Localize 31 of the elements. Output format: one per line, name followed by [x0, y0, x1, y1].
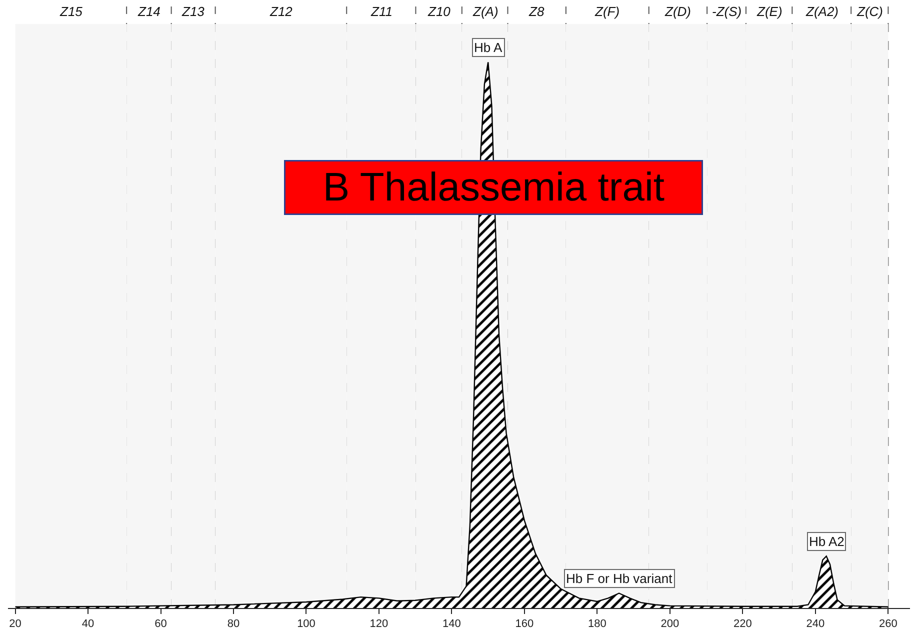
band-label: Z13 [181, 4, 206, 19]
band-label: Z(A) [472, 4, 498, 19]
band-label: Z11 [370, 4, 392, 19]
annotation: B Thalassemia trait [290, 166, 698, 210]
x-tick-label: 20 [9, 618, 22, 630]
band-label: Z(C) [856, 4, 883, 19]
band-label: Z12 [269, 4, 294, 19]
band-label: Z(F) [594, 4, 620, 19]
x-tick-label: 220 [734, 618, 752, 630]
x-tick-label: 160 [515, 618, 534, 630]
band-label: Z(A2) [805, 4, 838, 19]
band-label: Z(E) [756, 4, 782, 19]
annotation: Hb A2 [809, 534, 844, 549]
band-label: Z10 [427, 4, 452, 19]
band-label: Z14 [137, 4, 160, 19]
annotation: Hb F or Hb variant [566, 571, 673, 586]
band-label: Z(D) [664, 4, 691, 19]
x-tick-label: 200 [660, 618, 680, 630]
x-tick-label: 120 [370, 618, 388, 630]
x-tick-label: 100 [297, 618, 316, 630]
x-tick-label: 140 [442, 618, 461, 630]
band-label: -Z(S) [712, 4, 742, 19]
x-tick-label: 240 [806, 618, 825, 630]
band-label: Z8 [528, 4, 545, 19]
x-tick-label: 260 [879, 618, 898, 630]
x-tick-label: 60 [154, 618, 167, 630]
x-tick-label: 80 [227, 618, 240, 630]
x-tick-label: 40 [82, 618, 94, 630]
x-tick-label: 180 [588, 618, 606, 630]
band-label: Z15 [59, 4, 84, 19]
annotation: Hb A [474, 40, 503, 55]
